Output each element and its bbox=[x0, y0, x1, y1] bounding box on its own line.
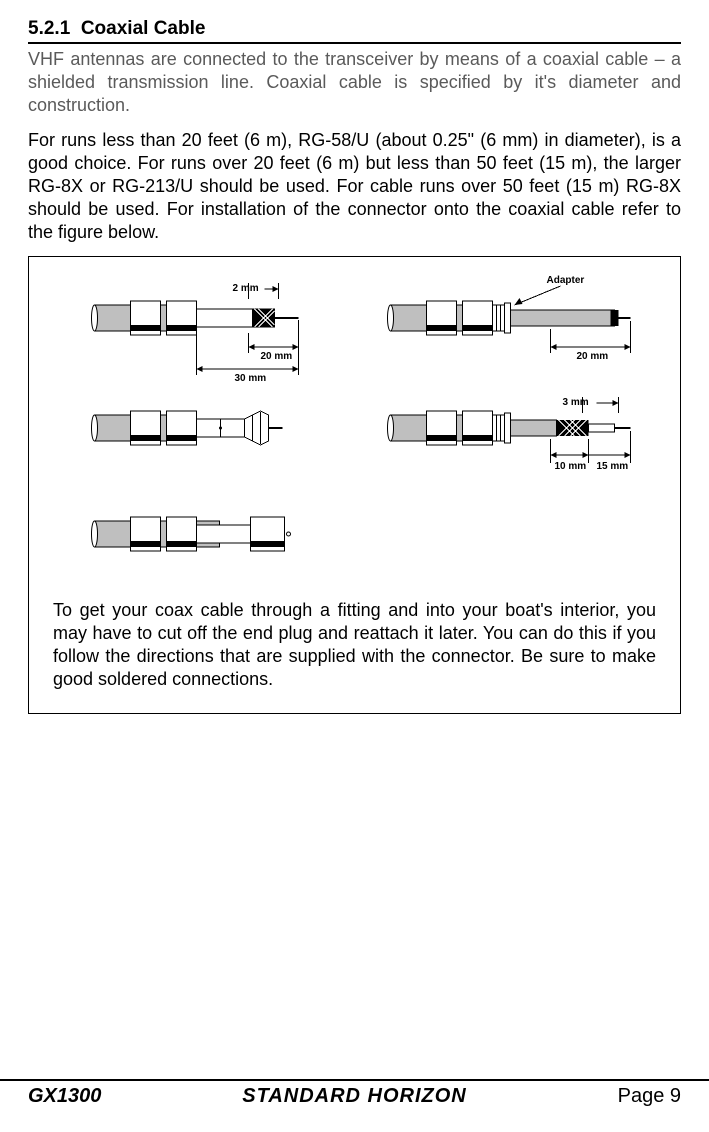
connector-diagram: 2 mm 20 mm 30 mm bbox=[53, 275, 656, 578]
label-10mm: 10 mm bbox=[555, 461, 587, 472]
label-15mm: 15 mm bbox=[597, 461, 629, 472]
paragraph-1: VHF antennas are connected to the transc… bbox=[28, 48, 681, 117]
cable-mid-left bbox=[92, 411, 283, 445]
cable-top-left: 2 mm 20 mm 30 mm bbox=[92, 283, 299, 384]
label-adapter: Adapter bbox=[547, 275, 585, 286]
section-number: 5.2.1 bbox=[28, 18, 70, 39]
label-30mm: 30 mm bbox=[235, 373, 267, 384]
label-3mm: 3 mm bbox=[563, 397, 589, 408]
section-title: 5.2.1 Coaxial Cable bbox=[28, 18, 681, 44]
footer-model: GX1300 bbox=[28, 1081, 101, 1108]
paragraph-2: For runs less than 20 feet (6 m), RG-58/… bbox=[28, 129, 681, 244]
figure-caption: To get your coax cable through a fitting… bbox=[53, 599, 656, 691]
label-20mm-b: 20 mm bbox=[577, 351, 609, 362]
cable-bottom-left bbox=[92, 517, 291, 551]
section-heading: Coaxial Cable bbox=[81, 18, 206, 39]
label-2mm: 2 mm bbox=[233, 283, 259, 294]
footer-page: Page 9 bbox=[618, 1081, 681, 1108]
cable-top-right: Adapter 20 mm bbox=[388, 275, 631, 362]
cable-mid-right: 3 mm 10 mm 15 mm bbox=[388, 397, 631, 472]
footer-brand: STANDARD HORIZON bbox=[242, 1081, 467, 1108]
label-20mm-a: 20 mm bbox=[261, 351, 293, 362]
figure-box: 2 mm 20 mm 30 mm bbox=[28, 256, 681, 714]
page-footer: GX1300 STANDARD HORIZON Page 9 bbox=[0, 1079, 709, 1108]
